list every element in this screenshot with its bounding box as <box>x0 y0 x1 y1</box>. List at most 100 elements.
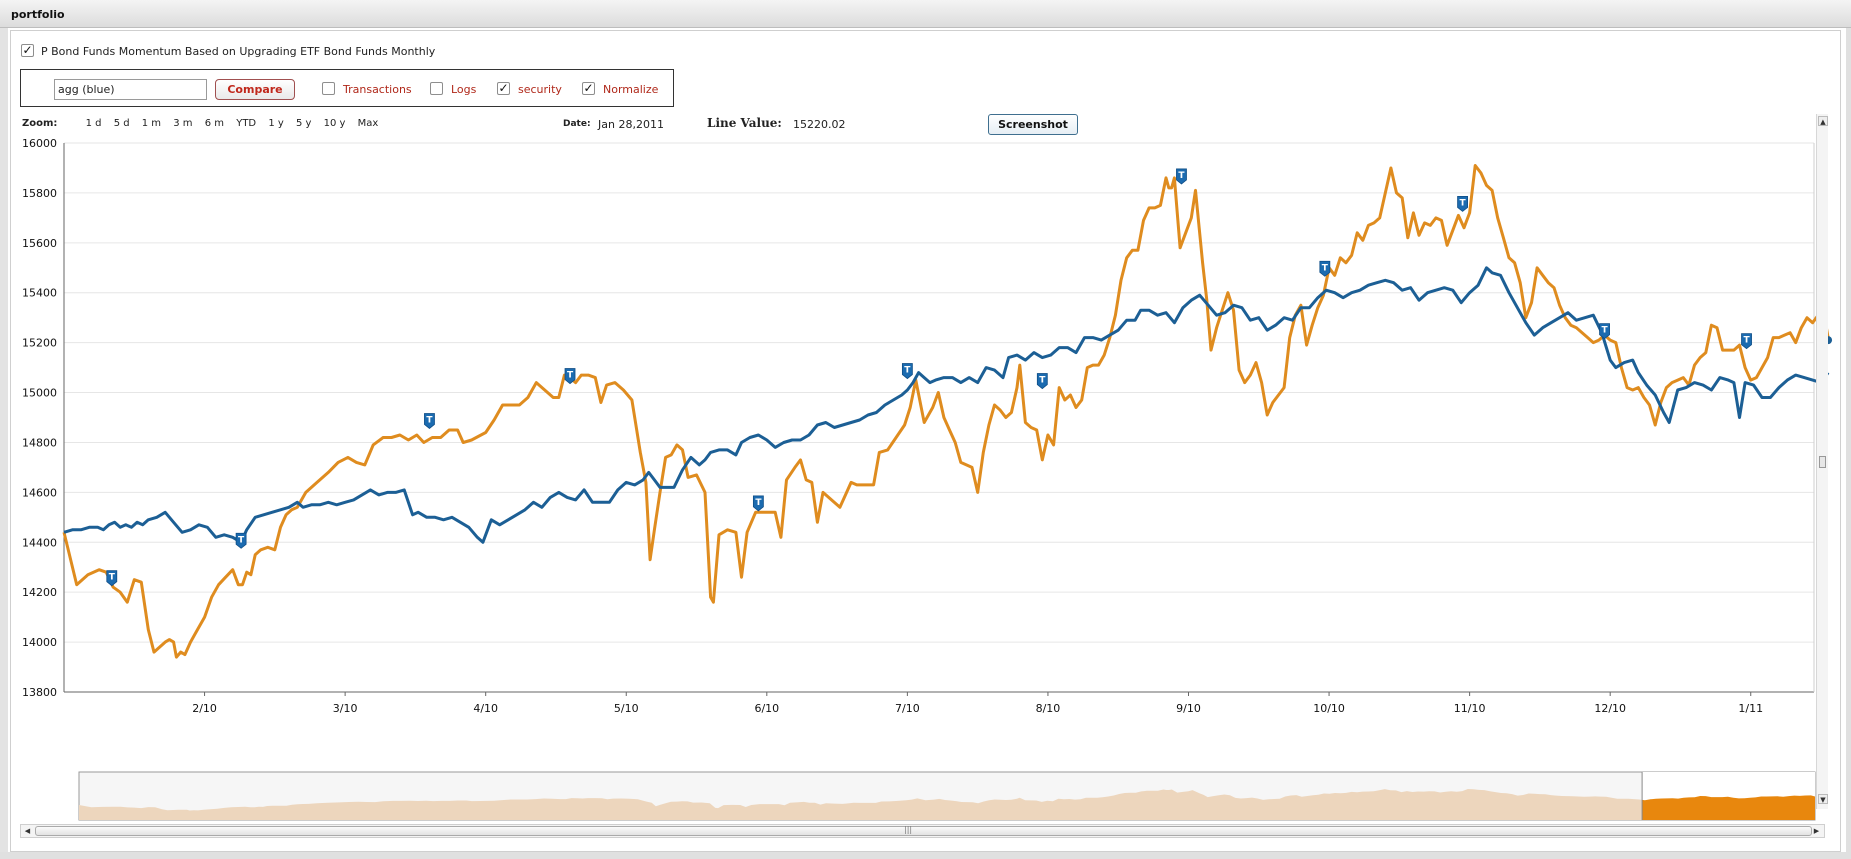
y-tick-label: 15000 <box>22 387 57 400</box>
zoom-5d[interactable]: 5 d <box>113 118 130 129</box>
x-tick-label: 6/10 <box>754 702 779 715</box>
transaction-flag-letter: T <box>1322 263 1329 273</box>
transactions-label: Transactions <box>343 83 412 96</box>
navigator-scrollbar[interactable]: ◀ ||| ▶ <box>20 824 1825 838</box>
navigator <box>78 771 1816 821</box>
y-tick-label: 14200 <box>22 586 57 599</box>
y-tick-label: 15800 <box>22 187 57 200</box>
transaction-flag-letter: T <box>238 535 245 545</box>
x-tick-label: 3/10 <box>333 702 358 715</box>
left-edge <box>0 28 8 859</box>
strategy-checkbox[interactable]: ✓ <box>21 44 34 57</box>
transaction-marker-icon: T <box>1319 260 1331 277</box>
zoom-max[interactable]: Max <box>357 118 379 129</box>
y-tick-label: 14000 <box>22 636 57 649</box>
transaction-flag <box>106 570 118 587</box>
navigator-selected-area <box>1642 795 1815 820</box>
chart-axes <box>63 143 1815 696</box>
chart-grid <box>64 142 1814 693</box>
zoom-10y[interactable]: 10 y <box>323 118 346 129</box>
y-tick-label: 14400 <box>22 536 57 549</box>
zoom-bar: Zoom: 1 d 5 d 1 m 3 m 6 m YTD 1 y 5 y 10… <box>22 118 387 129</box>
transaction-marker-icon: T <box>1176 168 1187 185</box>
transaction-marker-icon: T <box>564 368 576 385</box>
x-axis-labels: 2/10 3/10 4/10 5/10 6/10 7/10 8/10 9/10 10/10 11/… <box>192 702 1763 715</box>
line-value: 15220.02 <box>793 118 846 131</box>
transaction-flag <box>901 363 913 380</box>
transaction-marker-icon: T <box>901 363 913 380</box>
navigator-area <box>79 789 1815 820</box>
bottom-edge <box>0 852 1851 859</box>
vertical-scrollbar[interactable]: ▲ ▼ <box>1816 114 1828 809</box>
x-tick-label: 1/11 <box>1738 702 1763 715</box>
transaction-marker-icon: T <box>1036 373 1048 390</box>
check-icon: ✓ <box>498 81 509 95</box>
zoom-6m[interactable]: 6 m <box>204 118 225 129</box>
arrow-left-icon[interactable]: ◀ <box>24 827 31 835</box>
compare-button[interactable]: Compare <box>215 79 295 100</box>
screenshot-button[interactable]: Screenshot <box>988 114 1078 135</box>
y-tick-label: 15400 <box>22 287 57 300</box>
y-tick-label: 13800 <box>22 686 57 699</box>
zoom-1y[interactable]: 1 y <box>268 118 284 129</box>
logs-checkbox[interactable] <box>430 82 443 95</box>
transaction-marker-icon: T <box>1457 195 1468 212</box>
navigator-scroll-thumb[interactable] <box>35 826 1812 836</box>
transactions-checkbox[interactable] <box>322 82 335 95</box>
y-tick-label: 15200 <box>22 337 57 350</box>
compare-symbol-input[interactable] <box>54 79 207 100</box>
x-tick-label: 10/10 <box>1313 702 1345 715</box>
y-tick-label: 16000 <box>22 137 57 150</box>
zoom-5y[interactable]: 5 y <box>295 118 312 129</box>
transaction-flag <box>752 495 764 512</box>
transaction-flag <box>424 413 435 430</box>
transaction-flag <box>1319 260 1331 277</box>
window-title: portfolio <box>11 8 65 21</box>
scroll-grip-icon: ||| <box>904 825 913 834</box>
transaction-marker-icon: T <box>106 570 118 587</box>
transaction-flag <box>1176 168 1187 185</box>
x-tick-label: 4/10 <box>473 702 498 715</box>
benchmark-line <box>63 266 1830 544</box>
y-axis-labels: 13800 14000 14200 14400 14600 14800 15000 15200… <box>22 137 57 699</box>
zoom-ytd[interactable]: YTD <box>236 118 257 129</box>
zoom-3m[interactable]: 3 m <box>173 118 193 129</box>
transaction-marker-icon: T <box>235 532 247 549</box>
x-tick-label: 12/10 <box>1594 702 1626 715</box>
security-label: security <box>518 83 562 96</box>
x-tick-label: 2/10 <box>192 702 217 715</box>
arrow-up-icon[interactable]: ▲ <box>1818 116 1828 126</box>
transaction-marker-icon: T <box>424 413 435 430</box>
transaction-flag-letter: T <box>1039 376 1046 386</box>
chart-series <box>62 164 1833 659</box>
transaction-flag-letter: T <box>1178 171 1185 181</box>
y-tick-label: 15600 <box>22 237 57 250</box>
arrow-down-icon[interactable]: ▼ <box>1818 794 1828 804</box>
transaction-flag <box>1036 373 1048 390</box>
logs-label: Logs <box>451 83 477 96</box>
compare-box <box>20 69 674 107</box>
transaction-flag <box>235 532 247 549</box>
x-tick-label: 7/10 <box>895 702 920 715</box>
vertical-scroll-thumb[interactable] <box>1819 456 1826 468</box>
portfolio-line <box>62 164 1830 659</box>
security-checkbox[interactable]: ✓ <box>497 82 510 95</box>
transaction-flag <box>1741 333 1752 350</box>
transaction-flag <box>1457 195 1468 212</box>
normalize-label: Normalize <box>603 83 659 96</box>
check-icon: ✓ <box>22 43 33 57</box>
y-tick-label: 14600 <box>22 486 57 499</box>
right-edge <box>1846 28 1851 859</box>
date-value: Jan 28,2011 <box>598 118 664 131</box>
arrow-right-icon[interactable]: ▶ <box>1813 827 1820 835</box>
normalize-checkbox[interactable]: ✓ <box>582 82 595 95</box>
transaction-marker-icon: T <box>1599 323 1610 340</box>
zoom-1d[interactable]: 1 d <box>85 118 102 129</box>
x-tick-label: 5/10 <box>614 702 639 715</box>
x-tick-label: 11/10 <box>1454 702 1486 715</box>
date-label: Date: <box>563 119 591 129</box>
zoom-1m[interactable]: 1 m <box>141 118 162 129</box>
check-icon: ✓ <box>583 81 594 95</box>
zoom-label: Zoom: <box>22 118 58 129</box>
